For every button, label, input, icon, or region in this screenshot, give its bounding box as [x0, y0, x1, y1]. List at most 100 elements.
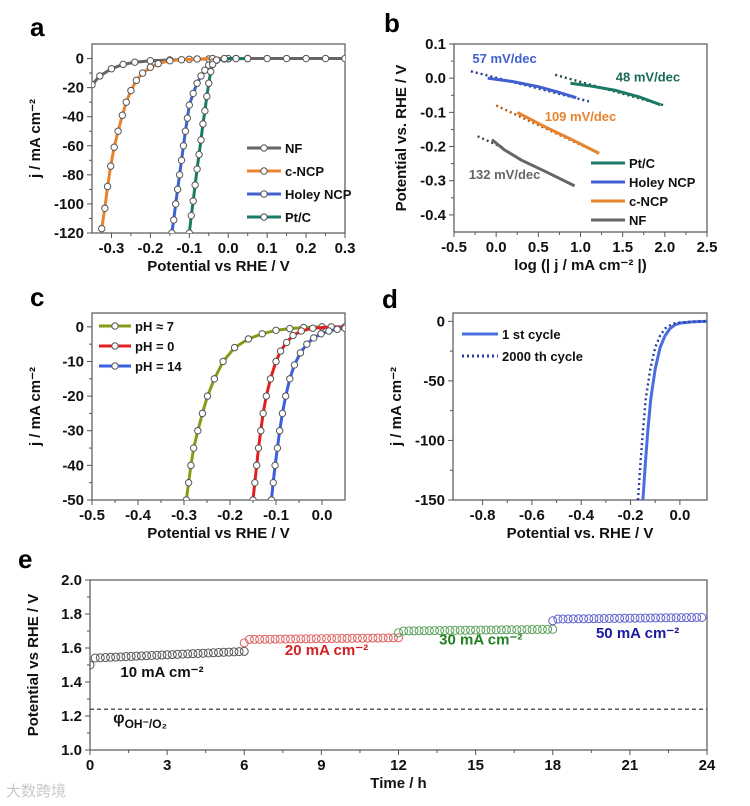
data-point — [162, 650, 172, 660]
data-point — [208, 648, 218, 658]
data-point — [95, 653, 105, 663]
data-point — [681, 613, 691, 623]
current-density-label: 10 mA cm⁻² — [120, 664, 203, 681]
panel-label: d — [382, 284, 398, 314]
y-tick-label: -150 — [415, 492, 445, 509]
data-point — [496, 625, 506, 635]
legend-label: NF — [629, 213, 646, 228]
data-marker — [290, 361, 299, 369]
data-point — [265, 634, 275, 644]
data-point — [378, 633, 388, 643]
plot-area — [92, 54, 345, 233]
plot-area — [90, 612, 707, 670]
plot-area — [470, 70, 666, 188]
series-line-ph-7 — [184, 325, 323, 500]
data-point — [409, 626, 419, 636]
data-marker — [205, 79, 213, 87]
data-point — [676, 613, 686, 623]
data-point — [558, 614, 568, 624]
panel-label: b — [384, 8, 400, 38]
y-tick-label: 0.0 — [425, 70, 446, 87]
x-tick-label: -0.1 — [176, 240, 202, 257]
y-tick-label: -0.1 — [420, 104, 446, 121]
y-tick-label: -0.2 — [420, 139, 446, 156]
data-point — [188, 649, 198, 659]
data-marker — [325, 327, 333, 335]
slope-annotation: 132 mV/dec — [469, 167, 541, 182]
data-marker — [281, 392, 290, 400]
x-tick-label: 1.0 — [570, 239, 591, 256]
legend-label: c-NCP — [629, 194, 668, 209]
data-marker — [199, 120, 207, 128]
data-marker — [107, 65, 116, 73]
x-tick-label: -0.5 — [79, 507, 105, 524]
data-marker — [182, 496, 190, 500]
data-point — [661, 613, 671, 623]
data-point — [90, 660, 95, 670]
data-point — [229, 647, 239, 657]
data-marker — [272, 357, 280, 366]
data-marker — [103, 182, 112, 191]
series-line-pt-c — [570, 81, 662, 107]
data-marker — [193, 165, 201, 173]
data-point — [301, 634, 311, 644]
x-tick-label: -0.6 — [519, 507, 545, 524]
data-point — [630, 613, 640, 623]
data-point — [322, 634, 332, 644]
data-marker — [189, 89, 197, 98]
x-tick-label: 18 — [544, 757, 561, 774]
x-axis-label: Potential vs RHE / V — [147, 525, 290, 542]
legend-marker — [260, 213, 268, 221]
x-tick-label: 0.2 — [296, 240, 317, 257]
y-tick-label: -20 — [62, 80, 84, 97]
data-marker — [282, 338, 291, 347]
y-tick-label: -20 — [62, 388, 84, 405]
data-marker — [341, 54, 345, 63]
slope-annotation: 57 mV/dec — [472, 51, 536, 66]
x-tick-label: 0.3 — [335, 240, 356, 257]
data-point — [311, 634, 321, 644]
data-marker — [201, 107, 209, 115]
data-point — [363, 633, 373, 643]
x-tick-label: 0.0 — [486, 239, 507, 256]
data-point — [219, 647, 229, 657]
data-marker — [106, 162, 115, 170]
data-marker — [289, 331, 297, 340]
x-tick-label: 6 — [240, 757, 248, 774]
data-point — [394, 628, 403, 638]
x-axis-label: Potential vs RHE / V — [147, 258, 290, 275]
data-marker — [271, 461, 279, 470]
data-point — [142, 651, 152, 661]
data-point — [481, 625, 491, 635]
data-point — [579, 614, 589, 624]
panel-a: a -0.3 -0.2 -0.1 0.0 0.1 0.2 0.3 0 -20 -40 -60 -80 -1… — [27, 12, 355, 275]
data-marker — [177, 156, 186, 165]
panel-label: c — [30, 282, 44, 312]
x-tick-label: 0.0 — [312, 507, 333, 524]
data-marker — [269, 478, 277, 487]
data-marker — [122, 98, 130, 106]
data-point — [697, 612, 707, 622]
data-point — [121, 652, 131, 662]
data-marker — [210, 375, 219, 383]
data-point — [465, 625, 475, 635]
data-point — [394, 633, 403, 643]
data-point — [198, 648, 208, 658]
slope-annotation: 109 mV/dec — [545, 109, 617, 124]
x-tick-label: 2.5 — [697, 239, 718, 256]
data-marker — [267, 496, 276, 500]
data-marker — [317, 330, 325, 338]
data-marker — [257, 427, 265, 435]
slope-annotation: 48 mV/dec — [616, 70, 680, 85]
data-marker — [194, 427, 202, 435]
phi-subscript: OH⁻/O₂ — [125, 717, 167, 731]
x-axis-label: Time / h — [370, 775, 426, 792]
data-point — [131, 651, 141, 661]
data-point — [270, 634, 280, 644]
y-tick-label: 1.4 — [61, 674, 83, 691]
y-tick-label: -50 — [62, 492, 84, 509]
data-point — [388, 633, 398, 643]
data-point — [671, 613, 681, 623]
data-marker — [310, 334, 318, 342]
